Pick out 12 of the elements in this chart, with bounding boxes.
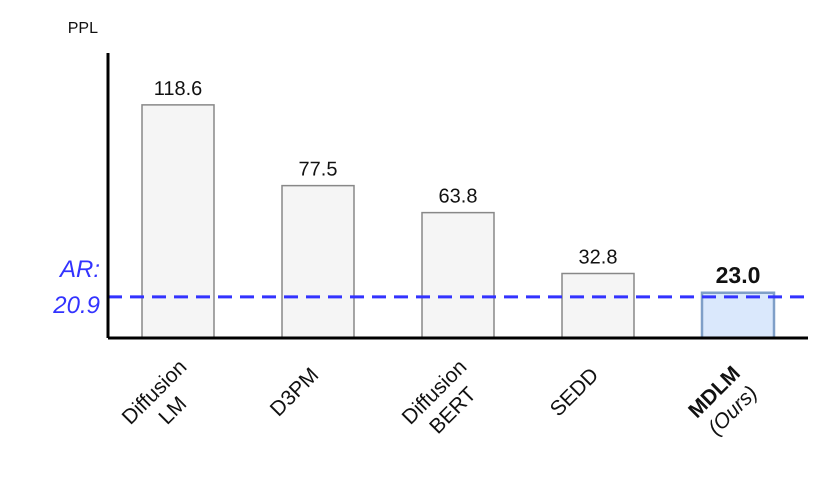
data-label: 77.5 — [298, 158, 338, 181]
bar — [421, 212, 495, 338]
data-label: 63.8 — [438, 186, 478, 208]
data-label: 118.6 — [154, 78, 202, 100]
ref-line-label: AR: 20.9 — [52, 256, 100, 319]
data-label: 32.8 — [578, 246, 618, 269]
bar — [281, 184, 355, 338]
data-label: 23.0 — [716, 262, 760, 288]
bar — [700, 292, 776, 338]
bar — [561, 272, 635, 338]
y-axis-title: PPL — [68, 20, 98, 37]
bar — [141, 104, 215, 338]
